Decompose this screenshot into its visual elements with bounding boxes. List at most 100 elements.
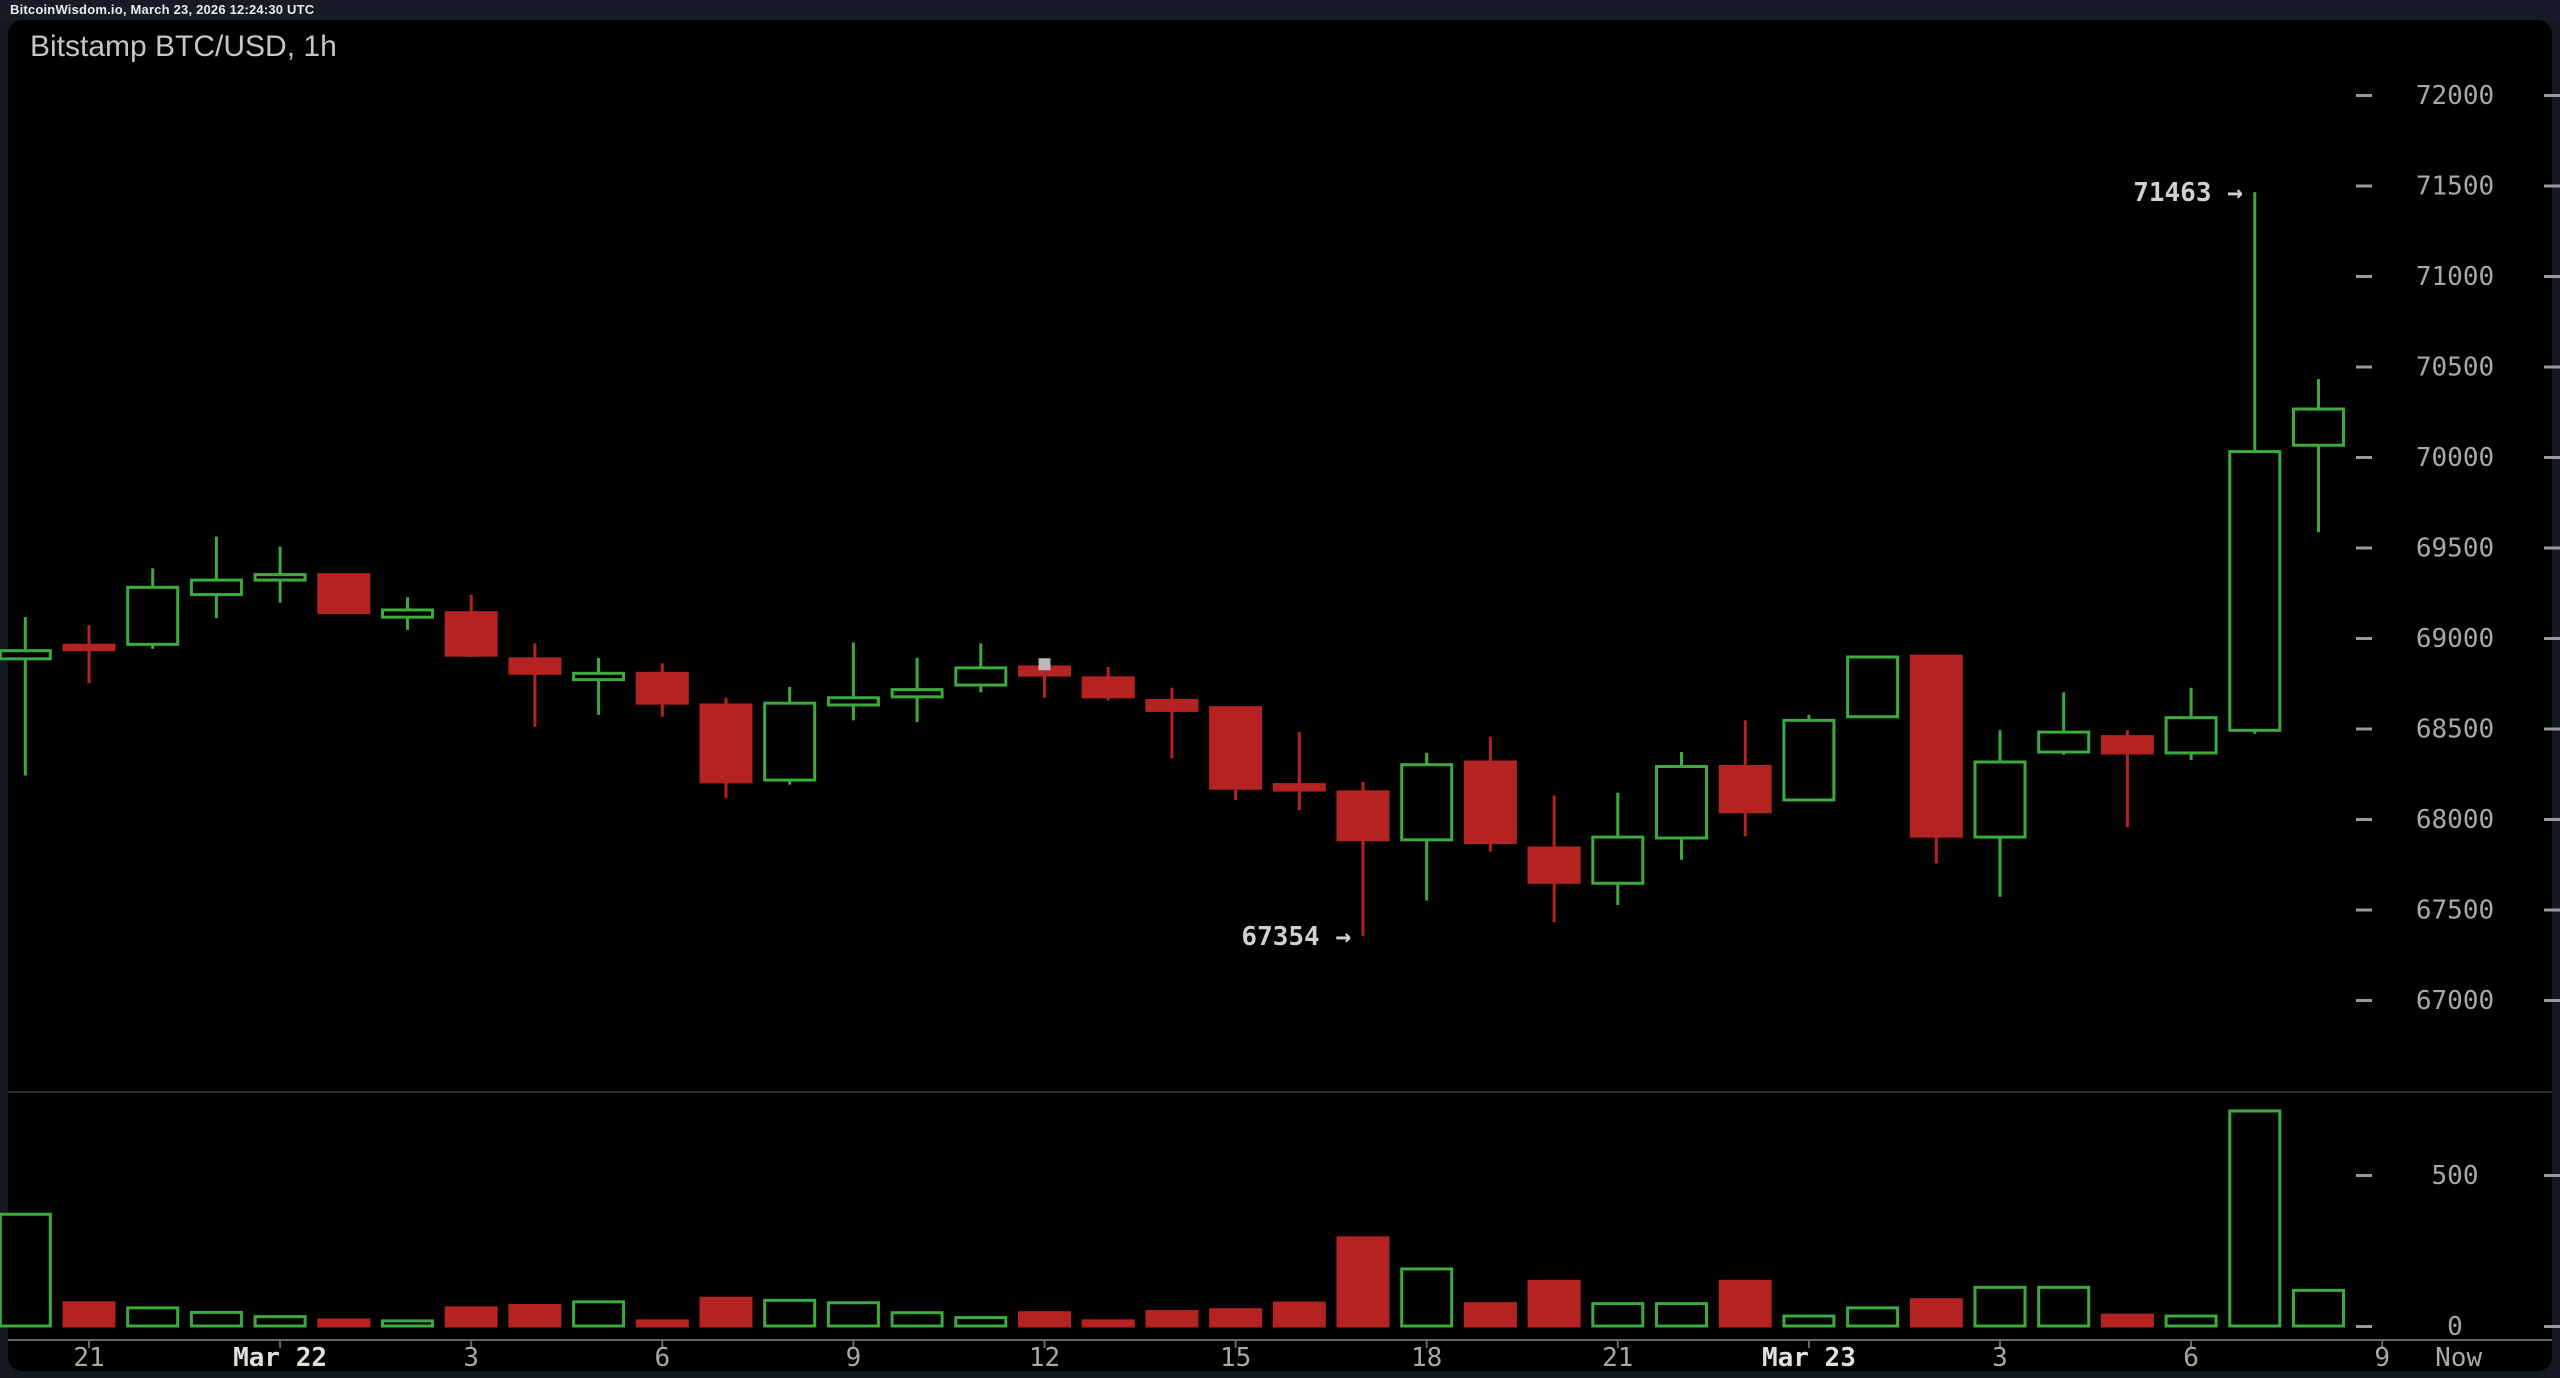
- candle-body-down[interactable]: [1527, 846, 1581, 884]
- time-axis-label: 3: [463, 1343, 479, 1373]
- candle-body-down[interactable]: [508, 657, 562, 675]
- volume-tick-dash: [2356, 1325, 2372, 1328]
- volume-bar-up[interactable]: [1591, 1302, 1645, 1328]
- candle-body-up[interactable]: [1782, 718, 1836, 802]
- candle-body-up[interactable]: [763, 701, 817, 782]
- volume-bar-up[interactable]: [1655, 1302, 1708, 1328]
- volume-bar-up[interactable]: [2164, 1314, 2218, 1328]
- candle-body-down[interactable]: [1272, 783, 1326, 792]
- candle-body-down[interactable]: [317, 573, 371, 615]
- time-axis-tick: [2190, 1339, 2193, 1348]
- chart-panel[interactable]: [8, 20, 2552, 1371]
- candle-body-up[interactable]: [890, 688, 944, 699]
- candle-body-up[interactable]: [1655, 765, 1708, 840]
- candle-body-down[interactable]: [1718, 765, 1772, 814]
- volume-bar-up[interactable]: [381, 1319, 434, 1328]
- price-axis-label: 69000: [2416, 624, 2494, 654]
- candle-body-down[interactable]: [1909, 654, 1963, 838]
- candle-body-up[interactable]: [1591, 835, 1645, 885]
- price-tick-dash-edge: [2544, 727, 2560, 731]
- volume-bar-up[interactable]: [2228, 1109, 2282, 1328]
- volume-bar-up[interactable]: [890, 1311, 944, 1328]
- price-tick-dash: [2356, 456, 2372, 459]
- price-axis-label: 67000: [2416, 986, 2494, 1016]
- candle-body-down[interactable]: [1081, 676, 1135, 699]
- volume-bar-down[interactable]: [1463, 1302, 1517, 1328]
- candle-body-up[interactable]: [0, 649, 52, 661]
- candle-body-down[interactable]: [699, 703, 753, 784]
- volume-bar-up[interactable]: [2292, 1288, 2345, 1328]
- candle-body-up[interactable]: [572, 671, 626, 682]
- candle-body-up[interactable]: [1400, 763, 1454, 842]
- time-axis-tick: [1234, 1339, 1237, 1348]
- volume-bar-down[interactable]: [1018, 1311, 1071, 1328]
- volume-bar-up[interactable]: [1973, 1285, 2027, 1328]
- volume-bar-down[interactable]: [1081, 1319, 1135, 1328]
- candle-body-down[interactable]: [444, 611, 498, 657]
- time-axis-label: 9: [2374, 1343, 2390, 1373]
- volume-bar-down[interactable]: [635, 1319, 689, 1328]
- volume-bar-down[interactable]: [1145, 1310, 1199, 1328]
- candle-body-up[interactable]: [126, 585, 180, 646]
- volume-bar-down[interactable]: [62, 1301, 116, 1328]
- volume-bar-up[interactable]: [189, 1310, 243, 1328]
- volume-bar-up[interactable]: [1782, 1314, 1836, 1328]
- volume-bar-down[interactable]: [1718, 1279, 1772, 1328]
- volume-bar-down[interactable]: [317, 1318, 371, 1328]
- candle-body-down[interactable]: [62, 643, 116, 652]
- candle-body-up[interactable]: [2164, 716, 2218, 755]
- candle-body-down[interactable]: [1336, 790, 1390, 842]
- chart-title: Bitstamp BTC/USD, 1h: [30, 30, 337, 63]
- candle-body-down[interactable]: [2100, 735, 2154, 755]
- candle-body-up[interactable]: [826, 696, 880, 707]
- volume-bar-up[interactable]: [2037, 1285, 2091, 1328]
- volume-bar-down[interactable]: [1209, 1308, 1263, 1328]
- candle-body-up[interactable]: [954, 666, 1008, 687]
- time-axis-line: [8, 1339, 2552, 1341]
- candle-body-up[interactable]: [2292, 407, 2345, 447]
- window-title-bar: BitcoinWisdom.io, March 23, 2026 12:24:3…: [0, 0, 2560, 20]
- volume-bar-up[interactable]: [1846, 1306, 1900, 1328]
- volume-bar-up[interactable]: [954, 1316, 1008, 1328]
- candle-body-down[interactable]: [1209, 706, 1263, 790]
- candle-body-up[interactable]: [2228, 450, 2282, 732]
- candle-body-up[interactable]: [381, 608, 434, 619]
- time-axis-label: 6: [654, 1343, 670, 1373]
- volume-bar-up[interactable]: [126, 1306, 180, 1328]
- volume-tick-dash-edge: [2544, 1174, 2560, 1177]
- price-axis-label: 67500: [2416, 896, 2494, 926]
- candle-body-up[interactable]: [2037, 730, 2091, 754]
- volume-bar-down[interactable]: [2100, 1313, 2154, 1328]
- time-axis-tick: [279, 1339, 282, 1348]
- volume-bar-up[interactable]: [0, 1212, 52, 1328]
- candle-body-up[interactable]: [1973, 760, 2027, 839]
- volume-bar-up[interactable]: [253, 1315, 307, 1328]
- volume-bar-up[interactable]: [572, 1300, 626, 1328]
- volume-bar-down[interactable]: [1527, 1279, 1581, 1328]
- candle-body-up[interactable]: [253, 573, 307, 582]
- price-tick-dash: [2356, 727, 2372, 731]
- candle-body-up[interactable]: [1846, 655, 1900, 719]
- volume-bar-down[interactable]: [699, 1296, 753, 1328]
- volume-bar-down[interactable]: [444, 1306, 498, 1328]
- volume-bar-down[interactable]: [508, 1303, 562, 1328]
- time-axis-tick: [852, 1339, 855, 1348]
- candle-body-up[interactable]: [189, 578, 243, 597]
- candle-body-down[interactable]: [1145, 698, 1199, 712]
- volume-bar-up[interactable]: [763, 1298, 817, 1328]
- candle-body-down[interactable]: [635, 671, 689, 705]
- candle-body-down[interactable]: [1463, 760, 1517, 845]
- price-tick-dash-edge: [2544, 184, 2560, 188]
- price-tick-dash-edge: [2544, 999, 2560, 1002]
- volume-bar-down[interactable]: [1909, 1298, 1963, 1328]
- volume-bar-down[interactable]: [1272, 1301, 1326, 1328]
- volume-bar-up[interactable]: [826, 1301, 880, 1328]
- price-tick-dash: [2356, 184, 2372, 188]
- time-axis-label: 21: [1602, 1343, 1633, 1373]
- time-axis-tick: [2381, 1339, 2384, 1348]
- price-tick-dash: [2356, 546, 2372, 550]
- volume-bar-down[interactable]: [1336, 1236, 1390, 1328]
- volume-bar-up[interactable]: [1400, 1267, 1454, 1328]
